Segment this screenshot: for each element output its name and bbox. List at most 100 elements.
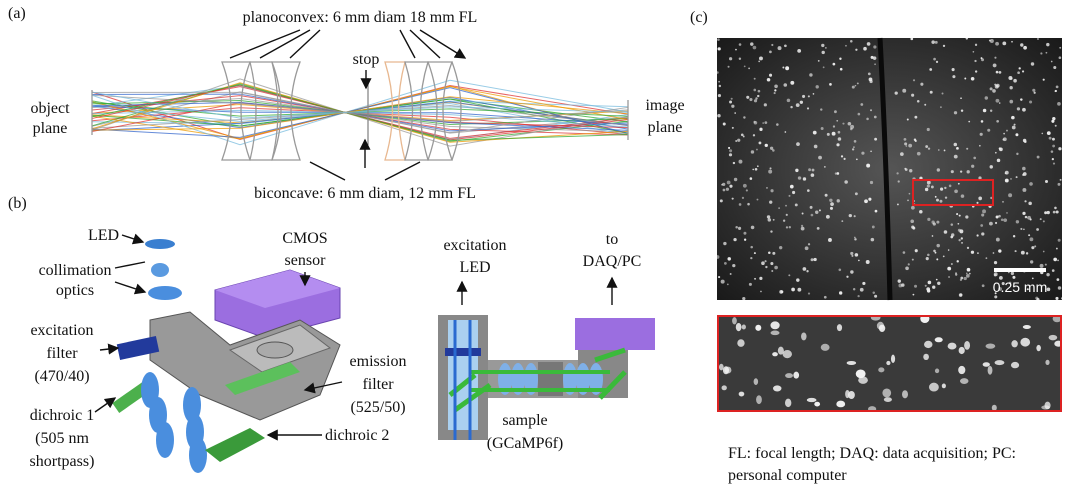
- cell: [729, 185, 732, 188]
- cell: [825, 47, 827, 49]
- cell: [1031, 62, 1034, 65]
- cell: [790, 106, 792, 108]
- cell: [951, 263, 953, 265]
- cell: [909, 193, 911, 195]
- cell: [858, 376, 868, 383]
- cell: [993, 252, 995, 254]
- cell: [1032, 89, 1035, 92]
- cell: [858, 260, 860, 262]
- cell: [774, 89, 776, 91]
- label: optics: [56, 282, 94, 299]
- cell: [770, 321, 779, 329]
- cell: [895, 92, 898, 95]
- cell: [960, 170, 962, 172]
- plane-label: plane: [648, 119, 683, 136]
- cell: [863, 47, 867, 51]
- cell: [981, 213, 984, 216]
- cell: [776, 123, 779, 126]
- cell: [917, 152, 921, 156]
- label: collimation: [39, 262, 112, 279]
- cell: [878, 367, 884, 372]
- cell: [739, 160, 743, 164]
- cell: [764, 121, 767, 124]
- cell: [846, 276, 848, 278]
- cell: [924, 341, 932, 348]
- cell: [796, 142, 800, 146]
- cell: [768, 218, 772, 222]
- cell: [975, 44, 977, 46]
- cell: [835, 172, 837, 174]
- cell: [822, 51, 825, 54]
- cell: [803, 177, 806, 180]
- cell: [743, 136, 745, 138]
- cell: [951, 223, 954, 226]
- cell: [759, 142, 762, 145]
- cell: [997, 159, 1001, 163]
- cell: [734, 112, 736, 114]
- cell: [998, 249, 1001, 252]
- cell: [900, 152, 904, 156]
- cell: [943, 256, 945, 258]
- cell: [773, 219, 775, 221]
- label: (470/40): [34, 368, 89, 385]
- cell: [1053, 258, 1055, 260]
- cell: [767, 78, 771, 82]
- cell: [927, 254, 930, 257]
- cell: [828, 238, 832, 242]
- cell: [909, 169, 912, 172]
- cell: [717, 114, 720, 117]
- cell: [845, 45, 847, 47]
- cell: [837, 199, 840, 202]
- cell: [910, 219, 914, 223]
- cell: [1023, 325, 1031, 329]
- cell: [1015, 133, 1018, 136]
- cell: [898, 279, 901, 282]
- cell: [1003, 218, 1007, 222]
- cell: [1023, 46, 1027, 50]
- cell: [891, 355, 895, 363]
- cell: [912, 259, 914, 261]
- cell: [995, 222, 997, 224]
- cell: [999, 147, 1001, 149]
- cell: [874, 116, 877, 119]
- cell: [875, 210, 878, 213]
- cell: [759, 277, 762, 280]
- cell: [759, 56, 763, 60]
- cell: [882, 388, 891, 397]
- cell: [905, 266, 909, 270]
- cell: [967, 247, 969, 249]
- cell: [977, 252, 979, 254]
- cell: [765, 266, 767, 268]
- cell: [753, 46, 757, 50]
- cell: [813, 93, 815, 95]
- cell: [820, 108, 822, 110]
- cell: [751, 226, 755, 230]
- cell: [869, 77, 873, 81]
- cell: [1037, 38, 1039, 40]
- cell: [805, 246, 809, 250]
- cell: [985, 257, 987, 259]
- cell: [771, 331, 780, 336]
- cell: [928, 147, 930, 149]
- cell: [1002, 201, 1004, 203]
- cell: [750, 246, 753, 249]
- cell: [1020, 98, 1022, 100]
- cell: [723, 242, 726, 245]
- cell: [754, 278, 756, 280]
- cell: [757, 95, 759, 97]
- cell: [1059, 56, 1062, 59]
- cell: [1045, 360, 1049, 365]
- cell: [948, 249, 950, 251]
- cell: [1017, 71, 1020, 74]
- cell: [768, 170, 772, 174]
- cell: [742, 325, 746, 330]
- cell: [873, 56, 877, 60]
- plane-label: image: [645, 97, 684, 114]
- cell: [1047, 131, 1051, 135]
- cell: [814, 145, 818, 149]
- cell: [836, 143, 839, 146]
- cell: [778, 207, 780, 209]
- cell: [770, 262, 773, 265]
- cell: [901, 283, 904, 286]
- cell: [1016, 220, 1019, 223]
